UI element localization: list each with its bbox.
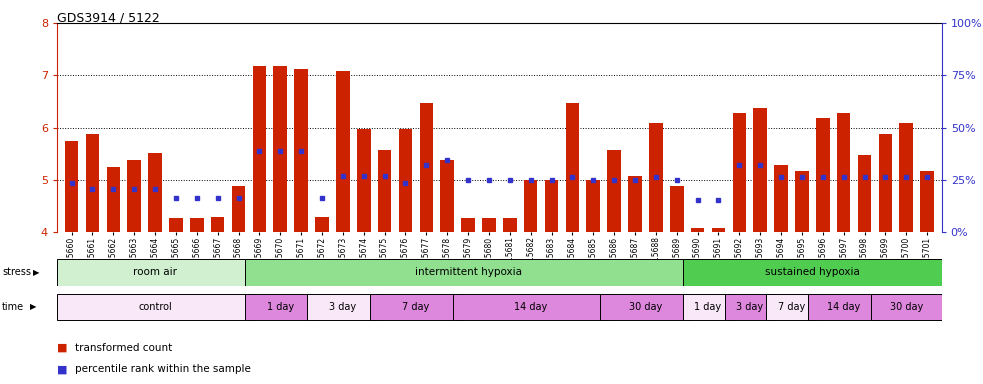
Text: 3 day: 3 day [329, 302, 357, 312]
Bar [628, 176, 642, 232]
Bar [795, 170, 809, 232]
Text: percentile rank within the sample: percentile rank within the sample [75, 364, 251, 374]
Bar [128, 160, 141, 232]
Bar [273, 66, 287, 232]
Bar [920, 170, 934, 232]
Text: ■: ■ [57, 343, 68, 353]
Text: sustained hypoxia: sustained hypoxia [765, 267, 860, 277]
Text: ▶: ▶ [33, 268, 40, 277]
Bar [816, 118, 830, 232]
Bar [211, 217, 224, 232]
Bar [57, 293, 254, 320]
Bar [232, 186, 246, 232]
Text: ■: ■ [57, 364, 68, 374]
Bar [357, 129, 371, 232]
Text: 14 day: 14 day [514, 302, 548, 312]
Bar [724, 293, 775, 320]
Bar [649, 124, 663, 232]
Bar [65, 141, 79, 232]
Text: 7 day: 7 day [402, 302, 430, 312]
Text: time: time [2, 302, 25, 312]
Bar [377, 150, 391, 232]
Bar [712, 228, 725, 232]
Text: GDS3914 / 5122: GDS3914 / 5122 [57, 12, 160, 25]
Bar [57, 259, 254, 286]
Bar [871, 293, 942, 320]
Bar [148, 153, 162, 232]
Bar [808, 293, 879, 320]
Text: room air: room air [133, 267, 177, 277]
Text: intermittent hypoxia: intermittent hypoxia [415, 267, 522, 277]
Bar [670, 186, 683, 232]
Bar [169, 218, 183, 232]
Bar [607, 150, 621, 232]
Text: transformed count: transformed count [75, 343, 172, 353]
Bar [899, 124, 913, 232]
Bar [767, 293, 817, 320]
Bar [858, 155, 871, 232]
Bar [683, 293, 733, 320]
Bar [753, 108, 767, 232]
Bar [565, 103, 579, 232]
Bar [482, 218, 495, 232]
Bar [587, 180, 600, 232]
Bar [837, 113, 850, 232]
Bar [420, 103, 434, 232]
Text: ▶: ▶ [29, 302, 36, 311]
Bar [190, 218, 203, 232]
Bar [683, 259, 942, 286]
Bar [399, 129, 412, 232]
Bar [524, 180, 538, 232]
Bar [775, 166, 787, 232]
Bar [370, 293, 462, 320]
Bar [336, 71, 350, 232]
Bar [253, 66, 266, 232]
Text: 30 day: 30 day [629, 302, 662, 312]
Text: 30 day: 30 day [890, 302, 923, 312]
Text: stress: stress [2, 267, 31, 277]
Bar [106, 167, 120, 232]
Bar [732, 113, 746, 232]
Text: 1 day: 1 day [266, 302, 294, 312]
Bar [503, 218, 517, 232]
Text: 7 day: 7 day [778, 302, 805, 312]
Text: 3 day: 3 day [736, 302, 764, 312]
Text: control: control [139, 302, 172, 312]
Bar [86, 134, 99, 232]
Text: 1 day: 1 day [694, 302, 722, 312]
Bar [691, 228, 705, 232]
Bar [600, 293, 691, 320]
Text: 14 day: 14 day [827, 302, 860, 312]
Bar [245, 259, 691, 286]
Bar [316, 217, 328, 232]
Bar [294, 69, 308, 232]
Bar [453, 293, 607, 320]
Bar [461, 218, 475, 232]
Bar [245, 293, 316, 320]
Bar [545, 180, 558, 232]
Bar [879, 134, 893, 232]
Bar [308, 293, 378, 320]
Bar [440, 160, 454, 232]
